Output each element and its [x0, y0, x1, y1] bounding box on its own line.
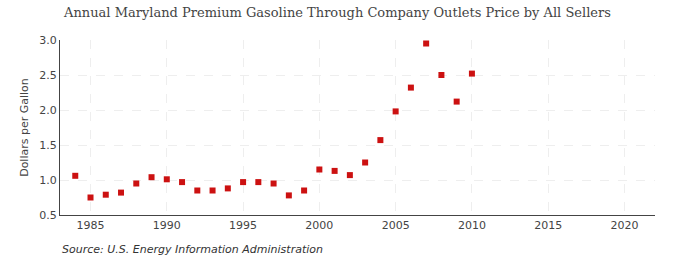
svg-text:1.0: 1.0: [39, 174, 57, 187]
svg-text:2.0: 2.0: [39, 104, 57, 117]
svg-text:2015: 2015: [534, 219, 562, 232]
svg-text:1985: 1985: [77, 219, 105, 232]
svg-text:1995: 1995: [229, 219, 257, 232]
svg-text:Dollars per Gallon: Dollars per Gallon: [18, 78, 31, 177]
svg-text:Annual Maryland Premium Gasoli: Annual Maryland Premium Gasoline Through…: [63, 5, 611, 20]
svg-text:2000: 2000: [305, 219, 333, 232]
svg-text:2.5: 2.5: [39, 69, 57, 82]
svg-text:2020: 2020: [610, 219, 638, 232]
svg-text:3.0: 3.0: [39, 34, 57, 47]
svg-text:2010: 2010: [458, 219, 486, 232]
svg-text:Source: U.S. Energy Informatio: Source: U.S. Energy Information Administ…: [62, 243, 323, 256]
svg-text:1.5: 1.5: [39, 139, 57, 152]
svg-text:1990: 1990: [153, 219, 181, 232]
svg-text:2005: 2005: [382, 219, 410, 232]
svg-text:0.5: 0.5: [39, 209, 57, 222]
